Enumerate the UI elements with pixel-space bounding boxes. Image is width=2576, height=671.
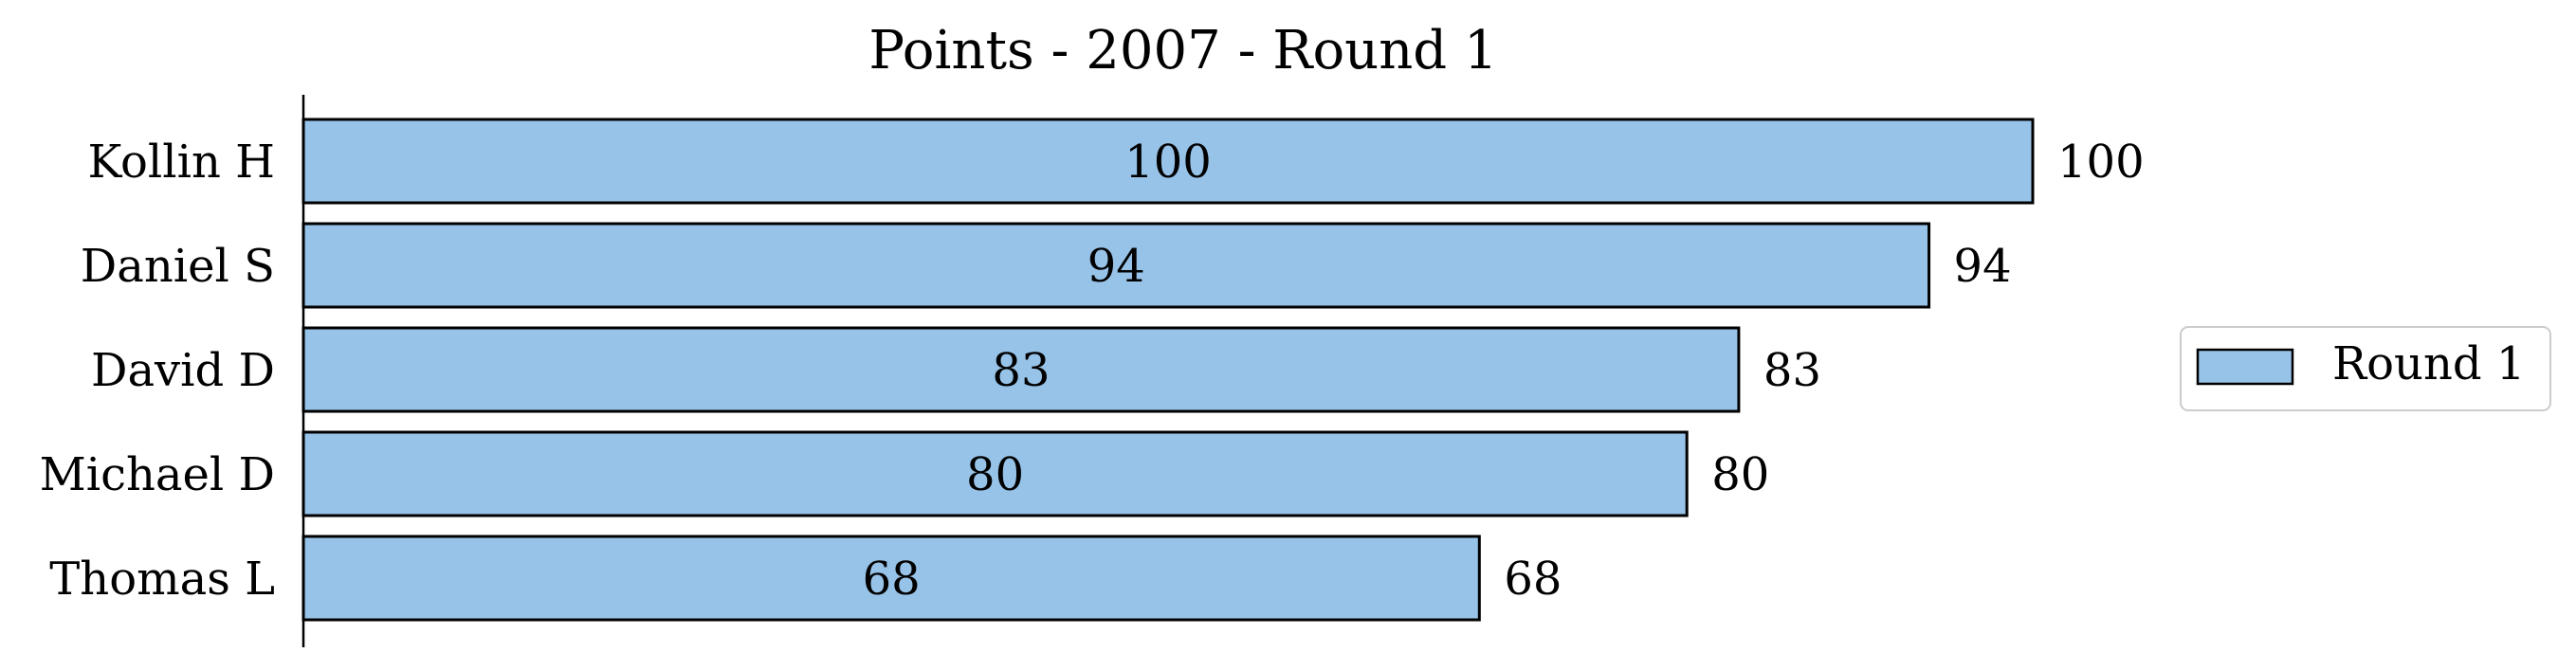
y-tick-label: Kollin H	[87, 136, 275, 189]
bar	[301, 222, 1931, 309]
bar-value-label-inside: 94	[1087, 240, 1145, 293]
bar-value-label-outside: 83	[1763, 344, 1821, 397]
bar-value-label-outside: 94	[1954, 240, 2012, 293]
y-tick-label: Thomas L	[49, 553, 275, 606]
y-tick-label: Michael D	[40, 448, 275, 501]
bar-value-label-inside: 83	[992, 344, 1050, 397]
bar-value-label-inside: 80	[966, 448, 1024, 501]
chart-title: Points - 2007 - Round 1	[868, 20, 1497, 82]
bar-value-label-outside: 80	[1711, 448, 1769, 501]
y-tick-label: David D	[91, 344, 275, 397]
bar	[301, 430, 1689, 517]
bar-value-label-outside: 68	[1504, 553, 1562, 606]
legend: Round 1	[2180, 326, 2551, 411]
bar-value-label-outside: 100	[2057, 136, 2145, 189]
bar-value-label-inside: 100	[1124, 136, 1212, 189]
legend-swatch	[2196, 348, 2294, 386]
bar	[301, 118, 2035, 205]
bar-value-label-inside: 68	[863, 553, 921, 606]
bar	[301, 535, 1481, 622]
legend-label: Round 1	[2332, 337, 2525, 390]
y-tick-label: Daniel S	[81, 240, 275, 293]
bar	[301, 326, 1741, 413]
legend-frame	[2180, 326, 2551, 411]
labels-layer: Kollin H 100 100 Daniel S 94 94 David D 83 83 Mic…	[40, 136, 2145, 606]
bars-layer	[301, 118, 2035, 622]
